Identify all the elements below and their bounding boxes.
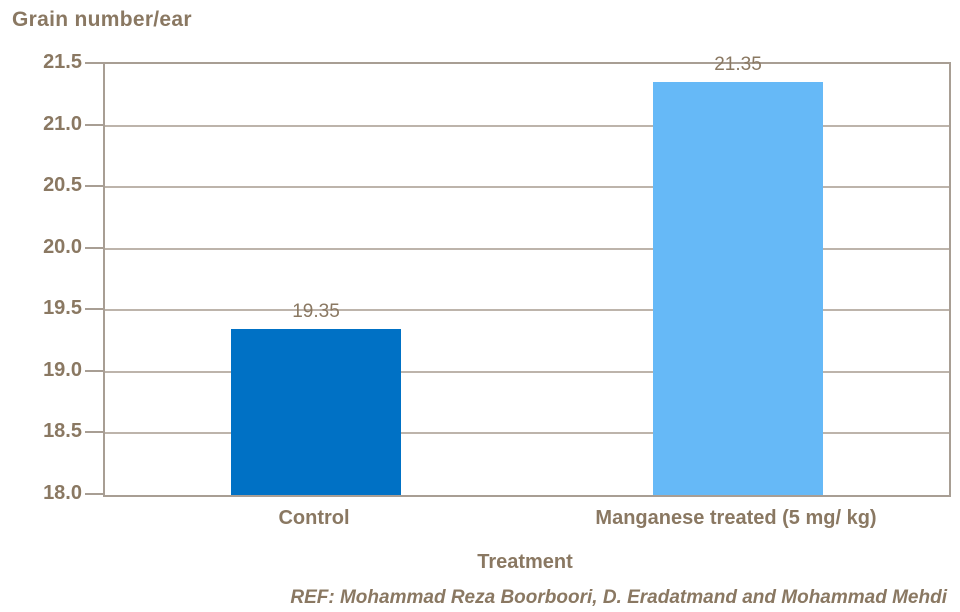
y-tick-label: 20.5: [43, 174, 82, 197]
gridline: [105, 124, 949, 127]
bar-value-label: 19.35: [292, 300, 340, 322]
y-tick-mark: [85, 369, 103, 372]
x-category-label: Control: [278, 507, 350, 529]
y-tick-label: 18.5: [43, 420, 82, 443]
gridline: [105, 309, 949, 312]
y-tick-mark: [85, 185, 103, 188]
gridline: [105, 370, 949, 373]
reference-text: REF: Mohammad Reza Boorboori, D. Eradatm…: [290, 587, 947, 608]
y-tick-label: 18.0: [43, 482, 82, 504]
y-tick-mark: [85, 431, 103, 434]
gridline: [105, 186, 949, 189]
chart-title: Grain number/ear: [12, 8, 192, 31]
x-category-label: Manganese treated (5 mg/ kg): [595, 507, 877, 529]
gridline: [105, 247, 949, 250]
y-tick-mark: [85, 62, 103, 64]
y-tick-mark: [85, 493, 103, 495]
y-tick-label: 21.0: [43, 112, 82, 135]
bar-value-label: 21.35: [714, 54, 762, 76]
plot-area: 19.35 21.35: [103, 54, 951, 497]
y-tick-label: 20.0: [43, 235, 82, 258]
x-axis-title: Treatment: [477, 551, 573, 573]
y-tick-label: 21.5: [43, 51, 82, 73]
bar-manganese: [653, 82, 823, 495]
bar-control: [231, 328, 401, 495]
y-tick-mark: [85, 308, 103, 311]
y-tick-label: 19.0: [43, 358, 82, 381]
y-tick-mark: [85, 246, 103, 249]
y-tick-mark: [85, 123, 103, 126]
y-tick-label: 19.5: [43, 297, 82, 320]
gridline: [105, 432, 949, 435]
